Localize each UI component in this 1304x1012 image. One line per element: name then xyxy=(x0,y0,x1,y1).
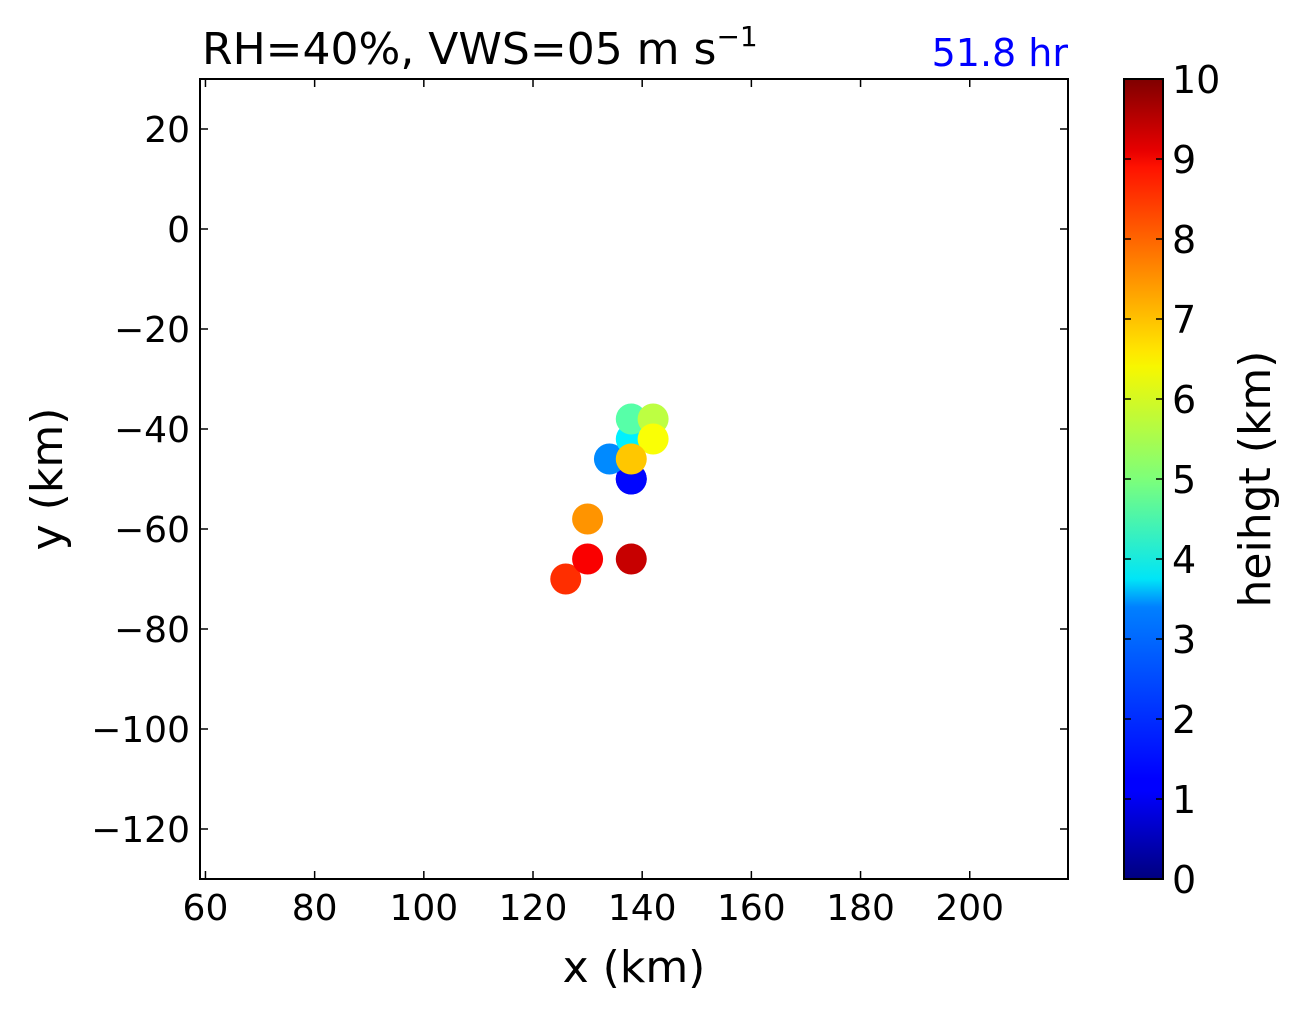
colorbar-tick-label: 8 xyxy=(1172,218,1196,262)
y-tick-label: −120 xyxy=(91,810,190,851)
x-axis-ticks: 60 80 100 120 140 160 180 200 xyxy=(183,79,1004,929)
colorbar-tick-label: 5 xyxy=(1172,458,1196,502)
colorbar-tick-label: 4 xyxy=(1172,538,1196,582)
scatter-point xyxy=(615,543,647,575)
y-tick-label: −20 xyxy=(114,310,190,351)
chart-subtitle: 51.8 hr xyxy=(932,31,1069,75)
colorbar-tick-label: 10 xyxy=(1172,58,1220,102)
scatter-point xyxy=(615,403,647,435)
x-axis-label: x (km) xyxy=(563,942,706,993)
y-tick-label: −40 xyxy=(114,410,190,451)
scatter-point xyxy=(637,423,669,455)
y-tick-label: 20 xyxy=(144,110,190,151)
scatter-point xyxy=(572,503,604,535)
scatter-point xyxy=(572,543,604,575)
colorbar-tick-label: 3 xyxy=(1172,618,1196,662)
scatter-points xyxy=(550,403,669,595)
colorbar-tick-label: 2 xyxy=(1172,698,1196,742)
colorbar-tick-label: 1 xyxy=(1172,778,1196,822)
x-tick-label: 180 xyxy=(826,888,895,929)
x-tick-label: 200 xyxy=(935,888,1004,929)
x-tick-label: 100 xyxy=(389,888,458,929)
x-tick-label: 60 xyxy=(183,888,229,929)
y-tick-label: −80 xyxy=(114,610,190,651)
y-tick-label: −100 xyxy=(91,710,190,751)
scatter-point xyxy=(615,443,647,475)
x-tick-label: 120 xyxy=(499,888,568,929)
colorbar-tick-label: 9 xyxy=(1172,138,1196,182)
x-tick-label: 140 xyxy=(608,888,677,929)
x-tick-label: 80 xyxy=(292,888,338,929)
colorbar-tick-label: 6 xyxy=(1172,378,1196,422)
chart-title: RH=40%, VWS=05 m s−1 xyxy=(202,20,758,75)
colorbar-tick-label: 7 xyxy=(1172,298,1196,342)
colorbar-ticks: 0 1 2 3 4 5 6 7 8 9 10 xyxy=(1124,58,1220,902)
scatter-point xyxy=(593,443,625,475)
y-tick-label: −60 xyxy=(114,510,190,551)
colorbar-tick-label: 0 xyxy=(1172,858,1196,902)
y-axis-label: y (km) xyxy=(22,408,73,551)
x-tick-label: 160 xyxy=(717,888,786,929)
y-tick-label: 0 xyxy=(167,210,190,251)
colorbar-label: heihgt (km) xyxy=(1230,351,1281,608)
scatter-point xyxy=(550,563,582,595)
y-axis-ticks: 20 0 −20 −40 −60 −80 −100 −120 xyxy=(91,110,1068,851)
